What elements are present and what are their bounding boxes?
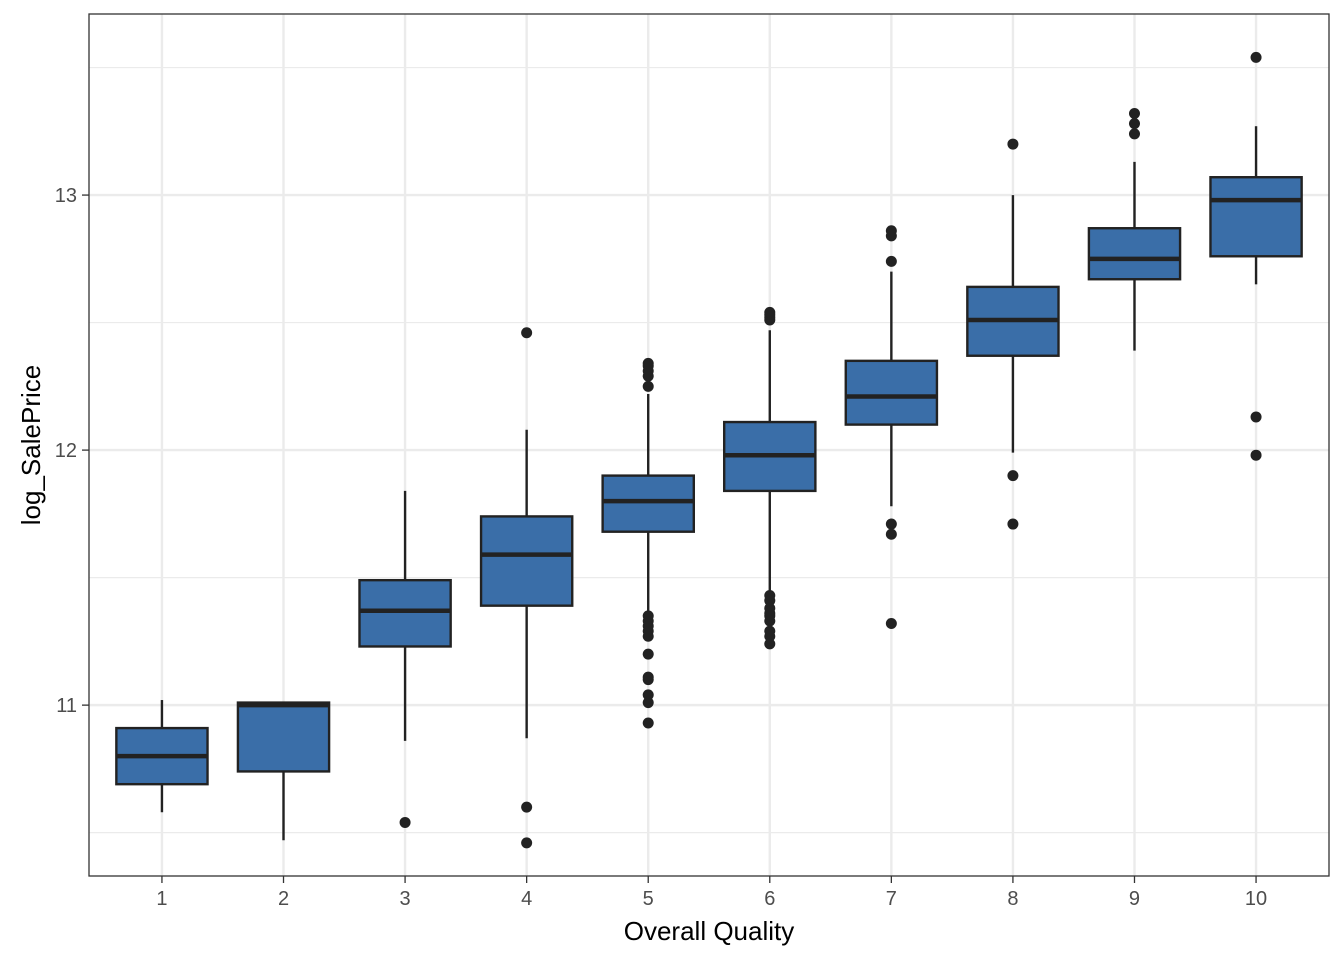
outlier-point <box>764 306 776 318</box>
x-tick-label: 8 <box>1007 888 1018 910</box>
y-axis-title: log_SalePrice <box>16 365 46 525</box>
outlier-point <box>764 630 776 642</box>
x-axis-title: Overall Quality <box>624 916 795 946</box>
outlier-point <box>885 618 897 630</box>
box <box>844 359 939 426</box>
outlier-point <box>642 674 654 686</box>
grid-minor <box>89 66 1329 834</box>
box <box>1087 227 1182 281</box>
outlier-point <box>521 837 533 849</box>
outlier-point <box>642 697 654 709</box>
box-group-1 <box>115 700 209 813</box>
outlier-point <box>1007 138 1019 150</box>
y-tick-label: 12 <box>55 440 77 462</box>
outlier-point <box>521 327 533 339</box>
outlier-point <box>399 816 411 828</box>
outlier-point <box>1250 449 1262 461</box>
outlier-point <box>885 518 897 530</box>
box-group-2 <box>236 701 331 841</box>
panel-border <box>88 13 1330 877</box>
outlier-point <box>642 630 654 642</box>
outlier-point <box>885 255 897 267</box>
outlier-point <box>764 615 776 627</box>
x-axis: 1 2 3 4 5 6 7 8 9 10 <box>156 876 1267 910</box>
box <box>236 701 331 773</box>
outlier-point <box>764 638 776 650</box>
box-group-8 <box>966 138 1060 530</box>
box-group-5 <box>601 357 696 729</box>
outlier-point <box>521 801 533 813</box>
box <box>601 474 696 533</box>
x-tick-label: 2 <box>278 888 289 910</box>
box-group-3 <box>358 490 452 828</box>
box <box>358 578 452 648</box>
x-tick-label: 1 <box>156 888 167 910</box>
y-tick-label: 13 <box>55 185 77 207</box>
outlier-point <box>764 595 776 607</box>
x-tick-label: 5 <box>643 888 654 910</box>
outlier-point <box>1007 518 1019 530</box>
y-tick-label: 11 <box>56 695 77 717</box>
outlier-point <box>1128 107 1140 119</box>
x-tick-label: 10 <box>1245 888 1267 910</box>
outlier-point <box>1250 51 1262 63</box>
box <box>1209 176 1303 258</box>
x-tick-label: 6 <box>764 888 775 910</box>
outlier-point <box>1007 470 1019 482</box>
y-axis: 11 12 13 <box>55 185 89 717</box>
box <box>479 515 574 607</box>
outlier-point <box>642 717 654 729</box>
box-group-6 <box>722 306 817 650</box>
outlier-point <box>885 225 897 237</box>
box-group-7 <box>844 225 939 630</box>
outlier-point <box>642 689 654 701</box>
outlier-point <box>642 648 654 660</box>
box-group-4 <box>479 327 574 849</box>
x-tick-label: 9 <box>1129 888 1140 910</box>
x-tick-label: 7 <box>886 888 897 910</box>
boxes-layer <box>115 51 1303 849</box>
x-tick-label: 3 <box>400 888 411 910</box>
outlier-point <box>1128 128 1140 140</box>
outlier-point <box>642 357 654 369</box>
box-group-10 <box>1209 51 1303 461</box>
outlier-point <box>1128 118 1140 130</box>
outlier-point <box>642 380 654 392</box>
x-tick-label: 4 <box>521 888 532 910</box>
box-group-9 <box>1087 107 1182 351</box>
outlier-point <box>1250 411 1262 423</box>
outlier-point <box>885 528 897 540</box>
